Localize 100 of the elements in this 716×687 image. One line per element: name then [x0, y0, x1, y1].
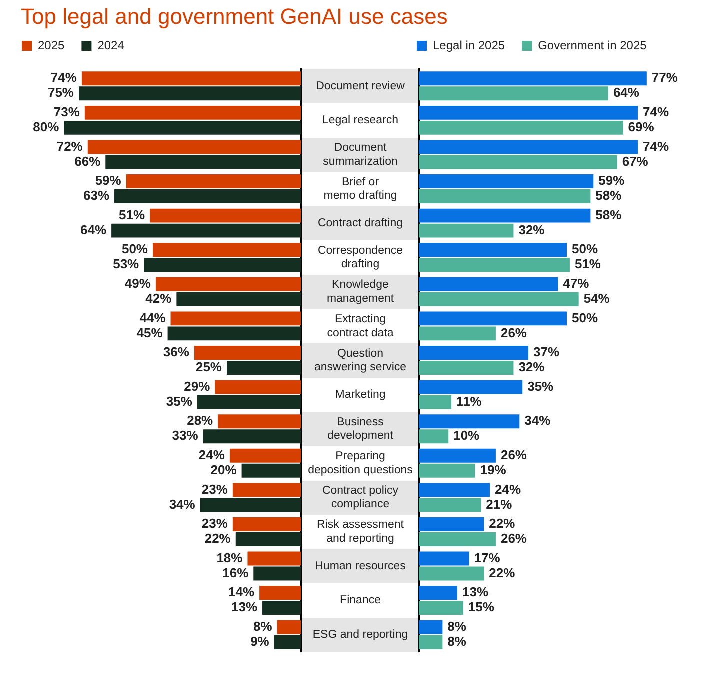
- data-label: 74%: [643, 138, 670, 154]
- y-tick-label: Knowledge management: [326, 279, 395, 305]
- y-tick-label: Brief or memo drafting: [324, 176, 398, 202]
- data-label: 33%: [172, 428, 199, 444]
- data-label: 34%: [169, 496, 196, 512]
- bar: [419, 243, 567, 258]
- data-label: 22%: [489, 516, 516, 532]
- bar: [419, 517, 484, 532]
- bar: [232, 517, 301, 532]
- bar: [232, 483, 301, 498]
- data-label: 59%: [95, 173, 122, 188]
- data-label: 22%: [489, 565, 516, 580]
- bar: [84, 106, 301, 120]
- chart-title: Top legal and government GenAI use cases: [21, 4, 448, 30]
- data-label: 15%: [468, 600, 495, 615]
- data-label: 51%: [119, 207, 146, 222]
- data-label: 8%: [254, 618, 273, 634]
- data-label: 17%: [474, 550, 501, 566]
- y-tick-label: Human resources: [315, 560, 406, 572]
- bar: [419, 620, 443, 634]
- data-label: 50%: [572, 242, 598, 257]
- bar: [168, 326, 301, 341]
- legend-label: 2025: [38, 38, 66, 52]
- bar: [64, 120, 301, 135]
- bar: [419, 566, 484, 581]
- data-label: 53%: [113, 256, 140, 272]
- data-label: 19%: [480, 462, 507, 478]
- data-label: 20%: [210, 462, 238, 478]
- data-label: 42%: [146, 290, 172, 306]
- bar: [419, 174, 594, 189]
- bar: [227, 361, 301, 375]
- bar: [419, 532, 496, 546]
- bar: [419, 635, 443, 650]
- bar: [419, 326, 496, 341]
- legend-label: 2024: [98, 38, 125, 52]
- bar: [419, 498, 482, 512]
- bar: [277, 620, 301, 634]
- data-label: 13%: [462, 584, 489, 600]
- data-label: 8%: [448, 618, 467, 634]
- data-label: 24%: [495, 482, 522, 497]
- data-label: 32%: [518, 222, 546, 238]
- data-label: 63%: [83, 188, 110, 204]
- bar: [262, 601, 301, 616]
- bar: [126, 174, 301, 189]
- data-label: 34%: [524, 413, 552, 428]
- bar: [419, 395, 452, 410]
- data-label: 77%: [652, 70, 678, 86]
- data-label: 50%: [122, 242, 148, 257]
- bar: [230, 448, 301, 463]
- data-label: 66%: [74, 154, 102, 169]
- y-tick-label: ESG and reporting: [312, 629, 408, 642]
- data-label: 14%: [228, 584, 255, 600]
- bar: [419, 601, 464, 616]
- y-tick-label: Risk assessment and reporting: [317, 519, 405, 546]
- data-label: 28%: [187, 413, 214, 428]
- bar: [254, 566, 301, 581]
- data-label: 21%: [486, 496, 513, 512]
- bar: [419, 552, 470, 566]
- data-label: 25%: [196, 360, 222, 375]
- bar: [419, 430, 449, 444]
- data-label: 67%: [622, 154, 649, 169]
- bar: [419, 464, 476, 478]
- data-label: 59%: [598, 173, 626, 188]
- data-label: 26%: [500, 531, 528, 546]
- y-tick-label: Document summarization: [323, 142, 398, 168]
- y-tick-label: Contract drafting: [318, 217, 404, 230]
- data-label: 74%: [643, 104, 670, 120]
- data-label: 50%: [572, 310, 598, 326]
- bar: [153, 243, 301, 258]
- y-tick-label: Business development: [328, 416, 394, 442]
- data-label: 64%: [80, 222, 107, 238]
- bar: [215, 380, 301, 394]
- data-label: 51%: [574, 256, 602, 272]
- data-label: 75%: [48, 85, 74, 100]
- data-label: 35%: [166, 394, 193, 409]
- y-tick-label: Marketing: [335, 388, 386, 401]
- bar: [419, 586, 458, 600]
- bar: [419, 483, 490, 498]
- y-tick-label: Document review: [316, 80, 406, 92]
- data-label: 35%: [528, 378, 554, 394]
- data-label: 26%: [500, 447, 528, 462]
- data-label: 29%: [184, 378, 211, 394]
- y-tick-label: Finance: [340, 594, 381, 607]
- legend-label: Legal in 2025: [433, 38, 506, 52]
- data-label: 18%: [216, 550, 244, 566]
- bar: [114, 190, 301, 204]
- data-label: 11%: [456, 394, 482, 409]
- bar: [274, 635, 301, 650]
- y-tick-label: Question answering service: [314, 348, 407, 374]
- data-label: 49%: [124, 276, 152, 291]
- bar: [419, 190, 591, 204]
- bar: [419, 258, 570, 272]
- data-label: 23%: [202, 516, 228, 532]
- data-label: 23%: [202, 482, 228, 497]
- data-label: 58%: [596, 188, 622, 204]
- data-label: 16%: [222, 565, 250, 580]
- y-tick-label: Legal research: [322, 114, 399, 127]
- bar: [144, 258, 301, 272]
- bar: [260, 586, 301, 600]
- bar: [170, 312, 301, 326]
